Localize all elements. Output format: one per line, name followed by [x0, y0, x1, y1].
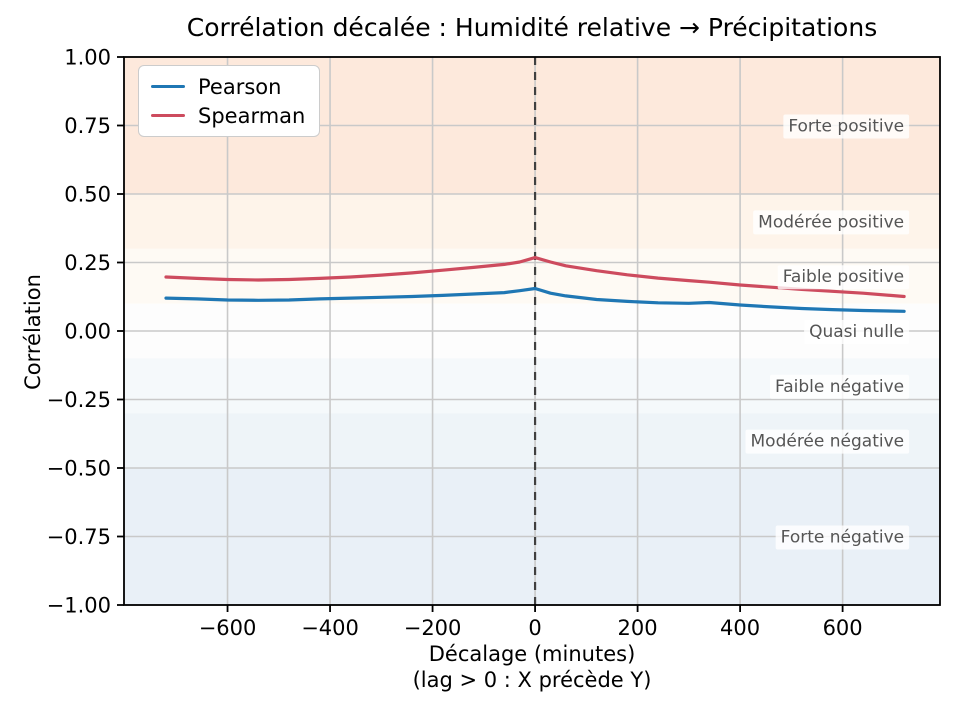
x-axis-label-line2: (lag > 0 : X précède Y) [412, 668, 652, 692]
y-tick-label: 0.00 [64, 320, 111, 344]
band-label-bg [745, 429, 910, 454]
band-label-bg [783, 114, 910, 139]
legend-item-pearson: Pearson [151, 72, 305, 101]
legend-item-spearman: Spearman [151, 101, 305, 130]
band-label-bg [753, 210, 910, 235]
band-label-forte-positive: Forte positive [788, 117, 904, 137]
x-tick-label: −200 [404, 616, 462, 640]
y-tick-label: 1.00 [64, 46, 111, 70]
band-label-bg [770, 374, 910, 399]
y-tick-label: 0.75 [64, 114, 111, 138]
x-axis-label: Décalage (minutes) (lag > 0 : X précède … [124, 641, 940, 693]
legend-label-spearman: Spearman [198, 103, 306, 128]
band-label-moderee-negative: Modérée négative [751, 432, 905, 452]
chart-title: Corrélation décalée : Humidité relative … [186, 13, 878, 42]
spearman-line-swatch [151, 113, 185, 118]
y-tick-label: 0.25 [64, 251, 111, 275]
pearson-line-swatch [151, 84, 185, 89]
legend-label-pearson: Pearson [198, 74, 282, 99]
y-tick-label: 0.50 [64, 183, 111, 207]
y-tick-label: −0.75 [47, 525, 111, 549]
x-tick-label: 200 [618, 616, 658, 640]
x-tick-label: 600 [823, 616, 863, 640]
series-pearson-line [164, 286, 906, 313]
x-tick-label: 0 [528, 616, 541, 640]
band-label-bg [804, 320, 910, 344]
y-tick-label: −0.25 [47, 388, 111, 412]
x-tick-label: −400 [301, 616, 359, 640]
band-label-quasi-nulle: Quasi nulle [809, 322, 904, 342]
y-tick-label: −1.00 [47, 594, 111, 618]
x-tick-label: 400 [720, 616, 760, 640]
series-spearman-line [164, 256, 906, 299]
band-label-bg [775, 525, 910, 550]
band-label-moderee-positive: Modérée positive [758, 212, 904, 232]
legend: Pearson Spearman [138, 65, 321, 137]
band-label-bg [777, 265, 910, 290]
band-label-forte-negative: Forte négative [781, 528, 904, 548]
x-tick-label: −600 [199, 616, 257, 640]
band-label-faible-positive: Faible positive [783, 267, 904, 287]
band-label-faible-negative: Faible négative [775, 377, 904, 397]
y-tick-label: −0.50 [47, 457, 111, 481]
x-axis-label-line1: Décalage (minutes) [428, 642, 636, 666]
